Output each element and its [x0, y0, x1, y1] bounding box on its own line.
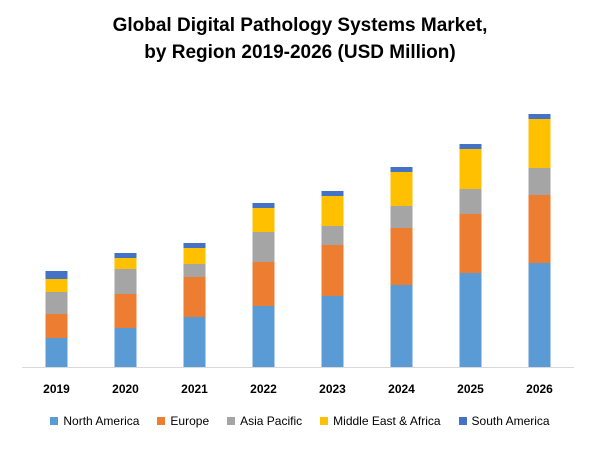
bar-segment-2023-south-america [321, 191, 344, 196]
bar-segment-2019-south-america [45, 271, 68, 279]
bar-segment-2020-asia-pacific [114, 269, 137, 294]
bar-segment-2022-north-america [252, 306, 275, 367]
bar-segment-2025-south-america [459, 144, 482, 149]
x-tick-label: 2020 [112, 382, 139, 396]
x-tick-labels: 2019 2020 2021 2022 2023 2024 2025 2026 [43, 382, 553, 396]
bar-segment-2021-north-america [183, 317, 206, 367]
bar-segment-2019-europe [45, 314, 68, 338]
bar-segment-2025-asia-pacific [459, 189, 482, 214]
bar-segment-2022-asia-pacific [252, 232, 275, 262]
legend-swatch [320, 417, 329, 425]
legend-item: North America [50, 414, 139, 428]
x-tick-label: 2025 [457, 382, 484, 396]
legend-label: Europe [170, 414, 210, 428]
legend-item: Middle East & Africa [320, 414, 441, 428]
bar-segment-2021-middle-east-africa [183, 248, 206, 264]
legend-label: Middle East & Africa [333, 414, 441, 428]
bar-segment-2025-north-america [459, 273, 482, 367]
chart-title-block: Global Digital Pathology Systems Market,… [0, 12, 600, 66]
bars-layer [45, 114, 551, 367]
bar-segment-2019-asia-pacific [45, 292, 68, 314]
chart-subtitle: by Region 2019-2026 (USD Million) [144, 42, 456, 63]
chart-title: Global Digital Pathology Systems Market, [112, 15, 488, 36]
legend: North America Europe Asia Pacific Middle Ea… [0, 414, 600, 428]
bar-segment-2024-middle-east-africa [390, 172, 413, 206]
bar-segment-2024-europe [390, 228, 413, 285]
legend-swatch [227, 417, 236, 425]
legend-label: South America [471, 414, 550, 428]
x-tick-label: 2024 [388, 382, 415, 396]
bar-segment-2019-north-america [45, 338, 68, 367]
bar-segment-2025-middle-east-africa [459, 149, 482, 189]
bar-segment-2025-europe [459, 214, 482, 273]
bar-segment-2021-asia-pacific [183, 264, 206, 277]
bar-segment-2020-south-america [114, 253, 137, 258]
bar-segment-2022-europe [252, 262, 275, 306]
bar-segment-2019-middle-east-africa [45, 279, 68, 292]
legend-label: Asia Pacific [240, 414, 303, 428]
bar-segment-2024-south-america [390, 167, 413, 172]
bar-segment-2026-south-america [528, 114, 551, 119]
legend-label: North America [63, 414, 140, 428]
bar-segment-2023-asia-pacific [321, 226, 344, 245]
bar-segment-2026-europe [528, 195, 551, 263]
bar-segment-2021-south-america [183, 243, 206, 248]
bar-segment-2026-asia-pacific [528, 168, 551, 195]
legend-item: South America [458, 414, 550, 428]
bar-segment-2020-middle-east-africa [114, 258, 137, 269]
bar-segment-2020-north-america [114, 328, 137, 367]
legend-swatch [157, 417, 166, 425]
bar-segment-2023-north-america [321, 296, 344, 367]
bar-segment-2024-asia-pacific [390, 206, 413, 228]
x-tick-label: 2019 [43, 382, 70, 396]
bar-segment-2022-south-america [252, 203, 275, 208]
legend-swatch [458, 417, 467, 425]
bar-segment-2021-europe [183, 277, 206, 317]
bar-segment-2020-europe [114, 294, 137, 328]
x-tick-label: 2021 [181, 382, 208, 396]
legend-item: Europe [157, 414, 209, 428]
bar-segment-2023-middle-east-africa [321, 196, 344, 226]
bar-segment-2026-north-america [528, 263, 551, 367]
bar-segment-2026-middle-east-africa [528, 119, 551, 168]
bar-segment-2023-europe [321, 245, 344, 296]
bar-segment-2024-north-america [390, 285, 413, 367]
x-tick-label: 2026 [526, 382, 553, 396]
bar-segment-2022-middle-east-africa [252, 208, 275, 232]
x-tick-label: 2022 [250, 382, 277, 396]
x-tick-label: 2023 [319, 382, 346, 396]
legend-item: Asia Pacific [227, 414, 302, 428]
legend-swatch [50, 417, 59, 425]
